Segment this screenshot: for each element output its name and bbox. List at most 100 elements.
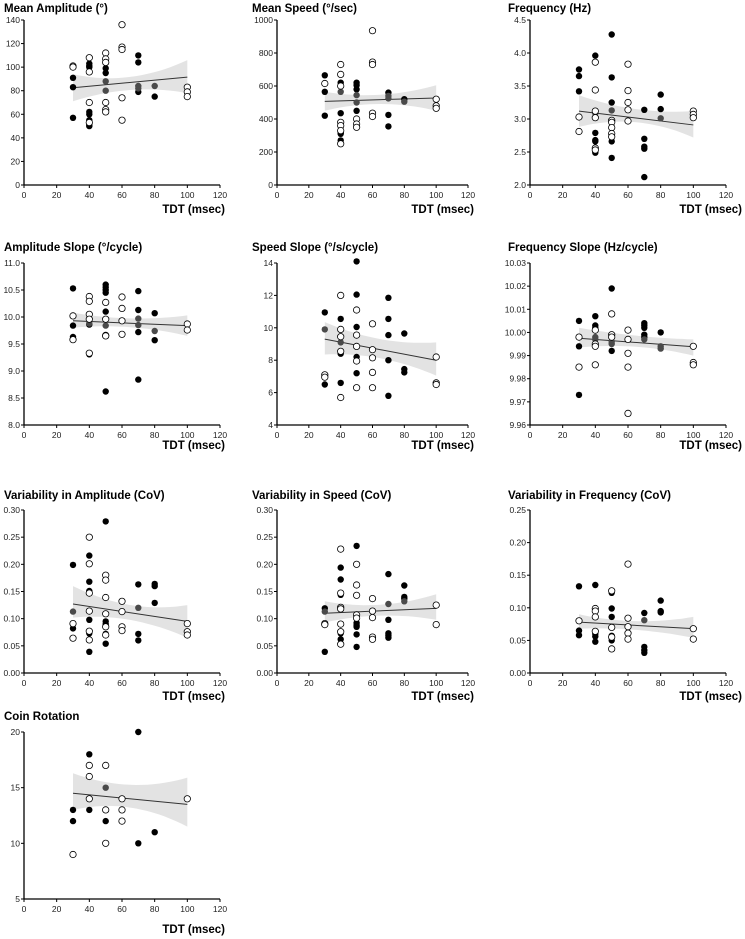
data-point-open: [608, 124, 616, 132]
y-tick-label: 9.96: [509, 420, 526, 430]
data-point-filled: [69, 74, 77, 82]
data-point-open: [337, 545, 345, 553]
y-tick-label: 10.5: [3, 285, 20, 295]
y-tick-label: 140: [6, 15, 20, 25]
y-tick-label: 0: [268, 180, 273, 190]
data-point-gray: [657, 115, 664, 122]
y-tick-label: 4.0: [514, 48, 526, 58]
panel-title: Variability in Amplitude (CoV): [4, 490, 165, 502]
data-point-filled: [69, 285, 77, 292]
data-point-open: [591, 627, 599, 635]
y-tick-label: 0.20: [256, 559, 273, 569]
data-point-open: [69, 336, 77, 344]
data-point-gray: [135, 604, 142, 611]
y-tick-label: 0.05: [3, 641, 20, 651]
data-point-open: [432, 601, 440, 609]
x-tick-label: 40: [336, 430, 346, 440]
data-point-open: [352, 342, 361, 350]
x-tick-label: 0: [528, 678, 533, 688]
data-point-open: [624, 629, 632, 637]
data-point-filled: [385, 294, 392, 301]
data-point-filled: [337, 636, 344, 643]
data-point-open: [624, 87, 632, 95]
data-point-filled: [102, 817, 109, 825]
data-point-filled: [151, 829, 158, 836]
data-point-filled: [353, 323, 360, 331]
y-tick-label: 0.15: [3, 587, 20, 597]
data-point-filled: [608, 74, 615, 81]
x-tick-label: 0: [22, 678, 27, 688]
x-tick-label: 0: [22, 904, 27, 914]
data-point-open: [69, 634, 77, 642]
x-tick-label: 0: [22, 430, 27, 440]
data-point-filled: [86, 751, 93, 758]
data-point-filled: [86, 111, 93, 118]
y-tick-label: 200: [259, 147, 273, 157]
x-tick-label: 100: [429, 678, 443, 688]
data-point-open: [118, 317, 126, 325]
x-axis-label: TDT (msec): [162, 204, 225, 216]
x-tick-label: 80: [150, 904, 160, 914]
data-point-filled: [321, 648, 328, 655]
data-point-filled: [353, 370, 360, 377]
data-point-filled: [608, 154, 615, 162]
x-tick-label: 120: [461, 190, 475, 200]
y-tick-label: 8.0: [8, 420, 20, 430]
data-point-open: [183, 619, 191, 628]
x-tick-label: 20: [52, 678, 62, 688]
data-point-filled: [592, 638, 599, 645]
confidence-band: [73, 773, 188, 827]
x-tick-label: 120: [461, 430, 475, 440]
data-point-open: [85, 349, 93, 357]
data-point-filled: [151, 310, 158, 317]
x-tick-label: 60: [368, 190, 378, 200]
data-point-filled: [657, 105, 664, 113]
x-tick-label: 20: [304, 430, 314, 440]
data-point-filled: [657, 329, 664, 336]
data-point-filled: [135, 328, 142, 336]
data-point-filled: [592, 313, 599, 320]
data-point-open: [352, 123, 361, 131]
data-point-open: [102, 108, 110, 116]
data-point-filled: [135, 630, 142, 638]
data-point-open: [337, 393, 345, 402]
y-tick-label: 0.10: [3, 614, 20, 624]
x-tick-label: 60: [623, 430, 633, 440]
data-point-open: [591, 342, 599, 350]
data-point-open: [624, 106, 632, 114]
scatter-panel-5: Frequency Slope (Hz/cycle) 9.96 9.97 9.98 9.…: [505, 242, 742, 452]
x-tick-label: 80: [150, 678, 160, 688]
scatter-panel-8: Variability in Frequency (CoV) 0.00 0.05 0.…: [508, 490, 742, 703]
data-point-open: [368, 60, 377, 69]
y-tick-label: 9.97: [509, 397, 526, 407]
x-tick-label: 40: [591, 430, 601, 440]
data-point-filled: [575, 391, 583, 399]
x-tick-label: 40: [85, 430, 95, 440]
y-tick-label: 0.00: [256, 668, 273, 678]
data-point-open: [624, 335, 632, 343]
scatter-panel-0: Mean Amplitude (°) 0 20 40 60 80 100 120 140 0 20 4…: [4, 3, 227, 216]
data-point-open: [608, 623, 616, 632]
data-point-filled: [575, 627, 583, 634]
data-point-filled: [135, 728, 142, 736]
data-point-filled: [151, 599, 158, 607]
x-tick-label: 0: [275, 430, 280, 440]
y-tick-label: 0.25: [509, 505, 526, 515]
data-point-gray: [657, 345, 664, 352]
data-point-open: [85, 761, 93, 770]
data-point-open: [624, 363, 632, 371]
data-point-open: [624, 635, 632, 643]
data-point-open: [624, 98, 632, 107]
x-tick-label: 120: [213, 190, 227, 200]
confidence-band: [73, 60, 188, 102]
x-tick-label: 100: [180, 904, 194, 914]
x-tick-label: 20: [304, 190, 314, 200]
data-point-open: [118, 607, 126, 616]
data-point-filled: [135, 306, 142, 314]
confidence-band: [324, 594, 437, 623]
data-point-filled: [608, 613, 615, 621]
data-point-filled: [641, 173, 648, 181]
confidence-band: [73, 312, 188, 336]
x-axis-label: TDT (msec): [679, 204, 742, 216]
data-point-filled: [337, 110, 344, 117]
